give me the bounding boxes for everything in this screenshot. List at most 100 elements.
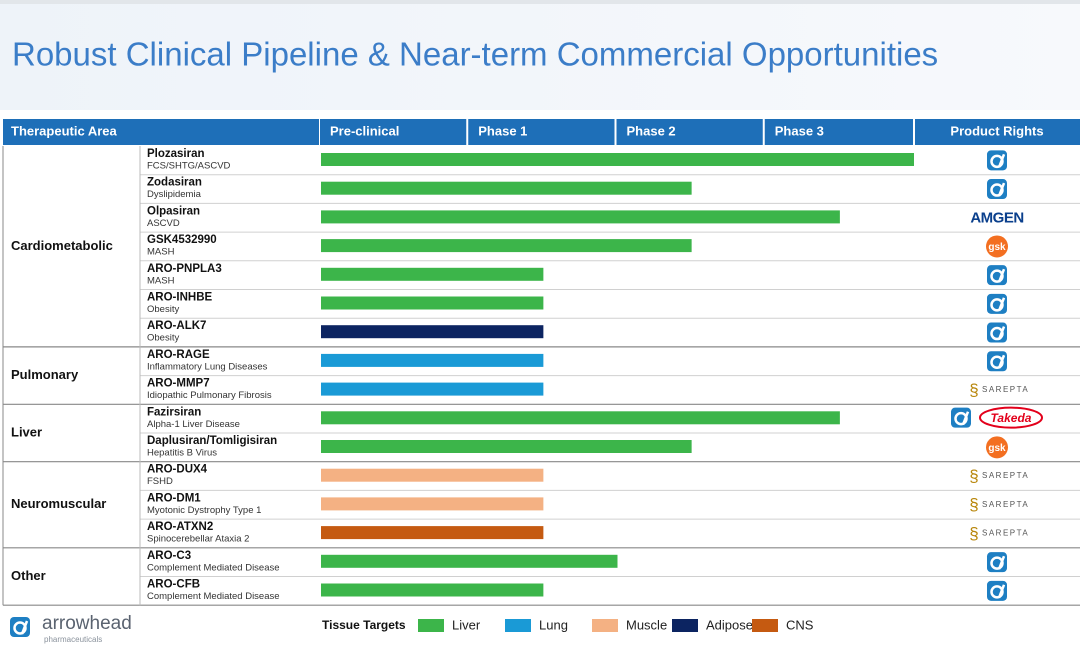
- program-name: Plozasiran: [147, 148, 205, 160]
- arrowhead-icon-slash: [961, 411, 970, 426]
- header-phase: Pre-clinical: [330, 123, 399, 138]
- title-band: [0, 0, 1080, 110]
- legend-label: CNS: [786, 617, 814, 632]
- partner-logo: AMGEN: [970, 210, 1023, 227]
- arrowhead-icon-slash: [20, 620, 29, 635]
- partner-logo: gsk: [988, 242, 1006, 253]
- partner-logo-s: §: [969, 524, 978, 543]
- pipeline-bar: [321, 267, 544, 281]
- program-indication: Spinocerebellar Ataxia 2: [147, 534, 249, 545]
- program-indication: Myotonic Dystrophy Type 1: [147, 505, 261, 516]
- partner-logo: SAREPTA: [982, 385, 1029, 394]
- pipeline-bar: [321, 153, 914, 166]
- program-name: Zodasiran: [147, 177, 202, 189]
- arrowhead-icon-slash: [997, 297, 1006, 312]
- pipeline-bar: [321, 382, 544, 396]
- program-name: ARO-MMP7: [147, 378, 210, 390]
- partner-logo: SAREPTA: [982, 471, 1029, 480]
- slide-title: Robust Clinical Pipeline & Near-term Com…: [12, 36, 938, 73]
- pipeline-bar: [321, 583, 544, 597]
- legend-label: Lung: [539, 617, 568, 632]
- arrowhead-icon-slash: [997, 153, 1006, 168]
- program-name: ARO-C3: [147, 550, 191, 562]
- partner-logo-bg: [986, 436, 1008, 459]
- program-name: Daplusiran/Tomligisiran: [147, 435, 277, 447]
- program-indication: Obesity: [147, 333, 179, 344]
- legend-label: Liver: [452, 617, 481, 632]
- pipeline-bar: [321, 210, 840, 224]
- therapeutic-area: Neuromuscular: [11, 496, 106, 511]
- legend-label: Adipose: [706, 617, 753, 632]
- header-rights: Product Rights: [950, 123, 1043, 138]
- pipeline-bar: [321, 554, 618, 568]
- header-area: Therapeutic Area: [11, 123, 117, 138]
- program-indication: ASCVD: [147, 218, 180, 229]
- header-phase: Phase 1: [478, 123, 527, 138]
- pipeline-bar: [321, 181, 692, 195]
- legend-swatch: [752, 619, 778, 632]
- partner-logo: SAREPTA: [982, 529, 1029, 538]
- legend-title: Tissue Targets: [322, 618, 406, 632]
- program-indication: Dyslipidemia: [147, 189, 202, 200]
- therapeutic-area: Liver: [11, 424, 42, 439]
- pipeline-bar: [321, 440, 692, 453]
- program-name: ARO-DM1: [147, 492, 201, 504]
- pipeline-bar: [321, 497, 544, 511]
- header-bar: [3, 119, 1080, 145]
- program-name: ARO-RAGE: [147, 349, 210, 361]
- program-name: Olpasiran: [147, 205, 200, 217]
- therapeutic-area: Other: [11, 568, 46, 583]
- program-name: Fazirsiran: [147, 406, 201, 418]
- therapeutic-area: Cardiometabolic: [11, 238, 113, 253]
- header-phase: Phase 2: [627, 123, 676, 138]
- program-name: ARO-PNPLA3: [147, 263, 222, 275]
- arrowhead-icon-slash: [997, 354, 1006, 369]
- program-indication: FCS/SHTG/ASCVD: [147, 161, 231, 172]
- program-indication: FSHD: [147, 476, 173, 487]
- program-indication: Alpha-1 Liver Disease: [147, 419, 240, 430]
- program-name: ARO-ATXN2: [147, 521, 213, 533]
- program-indication: Idiopathic Pulmonary Fibrosis: [147, 390, 272, 401]
- pipeline-bar: [321, 239, 692, 253]
- legend-swatch: [418, 619, 444, 632]
- program-indication: Complement Mediated Disease: [147, 562, 280, 573]
- pipeline-bar: [321, 526, 544, 540]
- header-phase: Phase 3: [775, 123, 824, 138]
- program-name: ARO-DUX4: [147, 464, 208, 476]
- arrowhead-icon-slash: [997, 326, 1006, 340]
- arrowhead-icon-slash: [997, 268, 1006, 283]
- legend-swatch: [505, 619, 531, 632]
- arrowhead-icon-slash: [997, 584, 1006, 599]
- partner-logo-s: §: [969, 495, 978, 514]
- program-indication: MASH: [147, 275, 175, 286]
- top-strip: [0, 0, 1080, 4]
- pipeline-bar: [321, 325, 544, 339]
- program-name: ARO-INHBE: [147, 292, 212, 304]
- pipeline-bar: [321, 468, 544, 482]
- program-name: ARO-CFB: [147, 579, 200, 591]
- pipeline: Pre-clinical Phase 1 Phase 2 Phase 3 Plozasi…: [2, 119, 1080, 644]
- legend-label: Muscle: [626, 617, 667, 632]
- legend-swatch: [592, 619, 618, 632]
- partner-logo: Takeda: [991, 411, 1032, 425]
- arrowhead-icon-slash: [997, 182, 1006, 197]
- program-indication: Hepatitis B Virus: [147, 448, 217, 459]
- arrowhead-icon-slash: [997, 555, 1006, 570]
- program-indication: Inflammatory Lung Diseases: [147, 361, 268, 372]
- legend-swatch: [672, 619, 698, 632]
- partner-logo-s: §: [969, 467, 978, 486]
- pipeline-bar: [321, 411, 840, 425]
- program-name: ARO-ALK7: [147, 320, 206, 332]
- footer-logo-name: arrowhead: [42, 613, 132, 634]
- partner-logo-s: §: [969, 380, 978, 399]
- partner-logo-bg: [979, 406, 1043, 429]
- program-indication: MASH: [147, 247, 175, 258]
- partner-logo-bg: [986, 235, 1008, 258]
- program-indication: Obesity: [147, 304, 179, 315]
- partner-logo: gsk: [988, 443, 1006, 454]
- program-indication: Complement Mediated Disease: [147, 591, 280, 602]
- program-name: GSK4532990: [147, 234, 217, 246]
- pipeline-bar: [321, 353, 544, 367]
- pipeline-bar: [321, 296, 544, 310]
